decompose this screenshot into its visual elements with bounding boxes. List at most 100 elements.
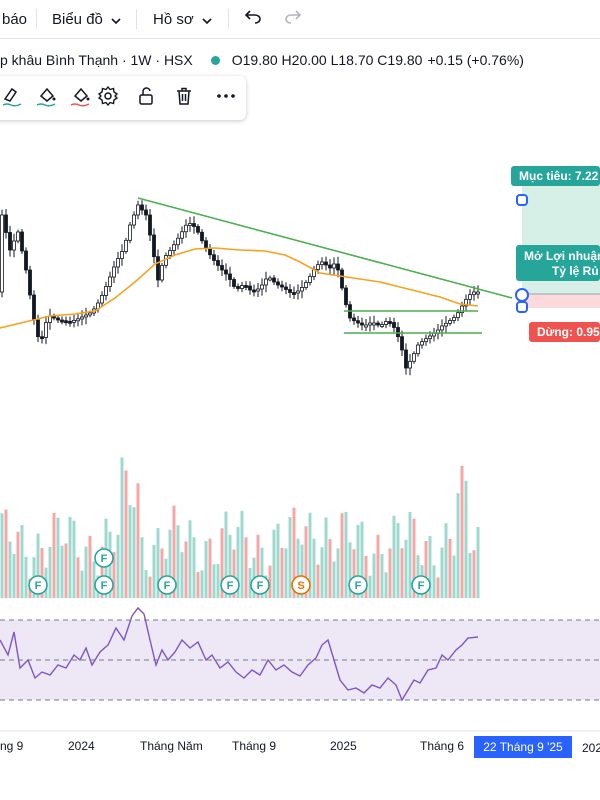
- candle: [404, 349, 408, 369]
- event-marker[interactable]: [28, 575, 48, 595]
- candle: [132, 214, 136, 226]
- profile-menu-button[interactable]: Hồ sơ: [153, 0, 212, 38]
- volume-bar: [4, 509, 8, 598]
- brush-color-icon: [1, 85, 23, 112]
- volume-bar: [300, 544, 304, 598]
- volume-bar: [256, 534, 260, 598]
- delete-button[interactable]: [170, 84, 198, 112]
- candle: [416, 344, 420, 355]
- candle: [160, 264, 164, 281]
- volume-bar: [376, 534, 380, 598]
- volume-bar: [368, 575, 372, 598]
- volume-bar: [244, 537, 248, 598]
- candle: [168, 250, 172, 256]
- volume-bar: [152, 544, 156, 598]
- volume-bar: [112, 551, 116, 598]
- volume-bar: [140, 537, 144, 598]
- settings-button[interactable]: [94, 84, 122, 112]
- event-marker[interactable]: [94, 548, 114, 568]
- entry-handle[interactable]: [515, 288, 529, 302]
- fill-color-button[interactable]: [32, 84, 60, 112]
- event-marker-label: F: [227, 580, 234, 592]
- volume-bar: [472, 550, 476, 598]
- time-axis[interactable]: ng 9 2024 Tháng Năm Tháng 9 2025 Tháng 6: [0, 732, 600, 760]
- volume-bar: [60, 545, 64, 598]
- chart-menu-button[interactable]: Biểu đồ: [52, 0, 121, 38]
- candle: [212, 254, 216, 261]
- price-change: +0.15 (+0.76%): [427, 52, 524, 68]
- event-marker-label: F: [418, 580, 425, 592]
- volume-bar: [208, 538, 212, 598]
- candle: [452, 317, 456, 321]
- symbol-title[interactable]: p khâu Bình Thạnh · 1W · HSX: [0, 52, 193, 68]
- candle: [264, 278, 268, 286]
- candle: [104, 286, 108, 296]
- time-axis-label: ng 9: [0, 739, 24, 753]
- volume-bar: [200, 570, 204, 598]
- candle: [148, 214, 152, 236]
- volume-bar: [320, 547, 324, 598]
- target-label[interactable]: Mục tiêu: 7.22: [511, 166, 600, 186]
- candle: [292, 292, 296, 295]
- event-marker[interactable]: [348, 575, 368, 595]
- candle: [156, 256, 160, 281]
- candle: [116, 258, 120, 268]
- pnl-label[interactable]: Mở Lợi nhuận Tỷ lệ Rủ: [516, 245, 600, 281]
- volume-bar: [332, 561, 336, 598]
- stop-zone[interactable]: [522, 294, 600, 308]
- volume-bar: [336, 548, 340, 598]
- candle: [32, 294, 36, 321]
- profile-menu-label: Hồ sơ: [153, 10, 194, 28]
- candle: [188, 223, 192, 226]
- volume-bar: [464, 480, 468, 598]
- settings-icon: [97, 85, 119, 112]
- candlestick-series: [0, 200, 480, 376]
- candle: [36, 319, 40, 338]
- trend-line[interactable]: [137, 197, 513, 299]
- candle: [232, 279, 236, 287]
- stop-label[interactable]: Dừng: 0.95: [529, 322, 600, 342]
- market-status-dot: [210, 55, 220, 65]
- event-marker[interactable]: [411, 575, 431, 595]
- candle: [328, 264, 332, 269]
- candle: [472, 291, 476, 296]
- event-marker[interactable]: [94, 575, 114, 595]
- candle: [428, 335, 432, 340]
- candle: [320, 261, 324, 266]
- fill-color-button-2[interactable]: [66, 84, 94, 112]
- volume-bar: [188, 520, 192, 598]
- event-marker-label: F: [257, 580, 264, 592]
- fill-color-icon: [35, 85, 57, 112]
- volume-bar: [184, 541, 188, 598]
- target-handle[interactable]: [516, 194, 528, 206]
- volume-bar: [400, 548, 404, 598]
- volume-bar: [160, 548, 164, 598]
- lock-button[interactable]: [132, 84, 160, 112]
- time-axis-label: Tháng 6: [420, 739, 465, 753]
- more-button[interactable]: [212, 84, 240, 112]
- brush-color-button[interactable]: [0, 84, 26, 112]
- candle: [28, 269, 32, 296]
- undo-button[interactable]: [244, 0, 262, 38]
- candle: [124, 239, 128, 252]
- candle: [304, 282, 308, 288]
- event-marker[interactable]: [250, 575, 270, 595]
- volume-bar: [384, 572, 388, 598]
- volume-bar: [192, 537, 196, 598]
- menu-item-bao[interactable]: báo: [2, 0, 27, 38]
- candle: [64, 320, 68, 324]
- redo-button[interactable]: [284, 0, 302, 38]
- event-marker[interactable]: [157, 575, 177, 595]
- volume-bar: [288, 517, 292, 598]
- event-marker[interactable]: [291, 575, 311, 595]
- volume-bar: [312, 538, 316, 598]
- symbol-legend: p khâu Bình Thạnh · 1W · HSX O19.80 H20.…: [0, 48, 524, 72]
- volume-bar: [84, 546, 88, 598]
- volume-bar: [196, 572, 200, 598]
- candle: [400, 336, 404, 351]
- volume-bar: [228, 534, 232, 598]
- event-marker[interactable]: [220, 575, 240, 595]
- stop-handle[interactable]: [516, 301, 528, 313]
- volume-bar: [396, 523, 400, 598]
